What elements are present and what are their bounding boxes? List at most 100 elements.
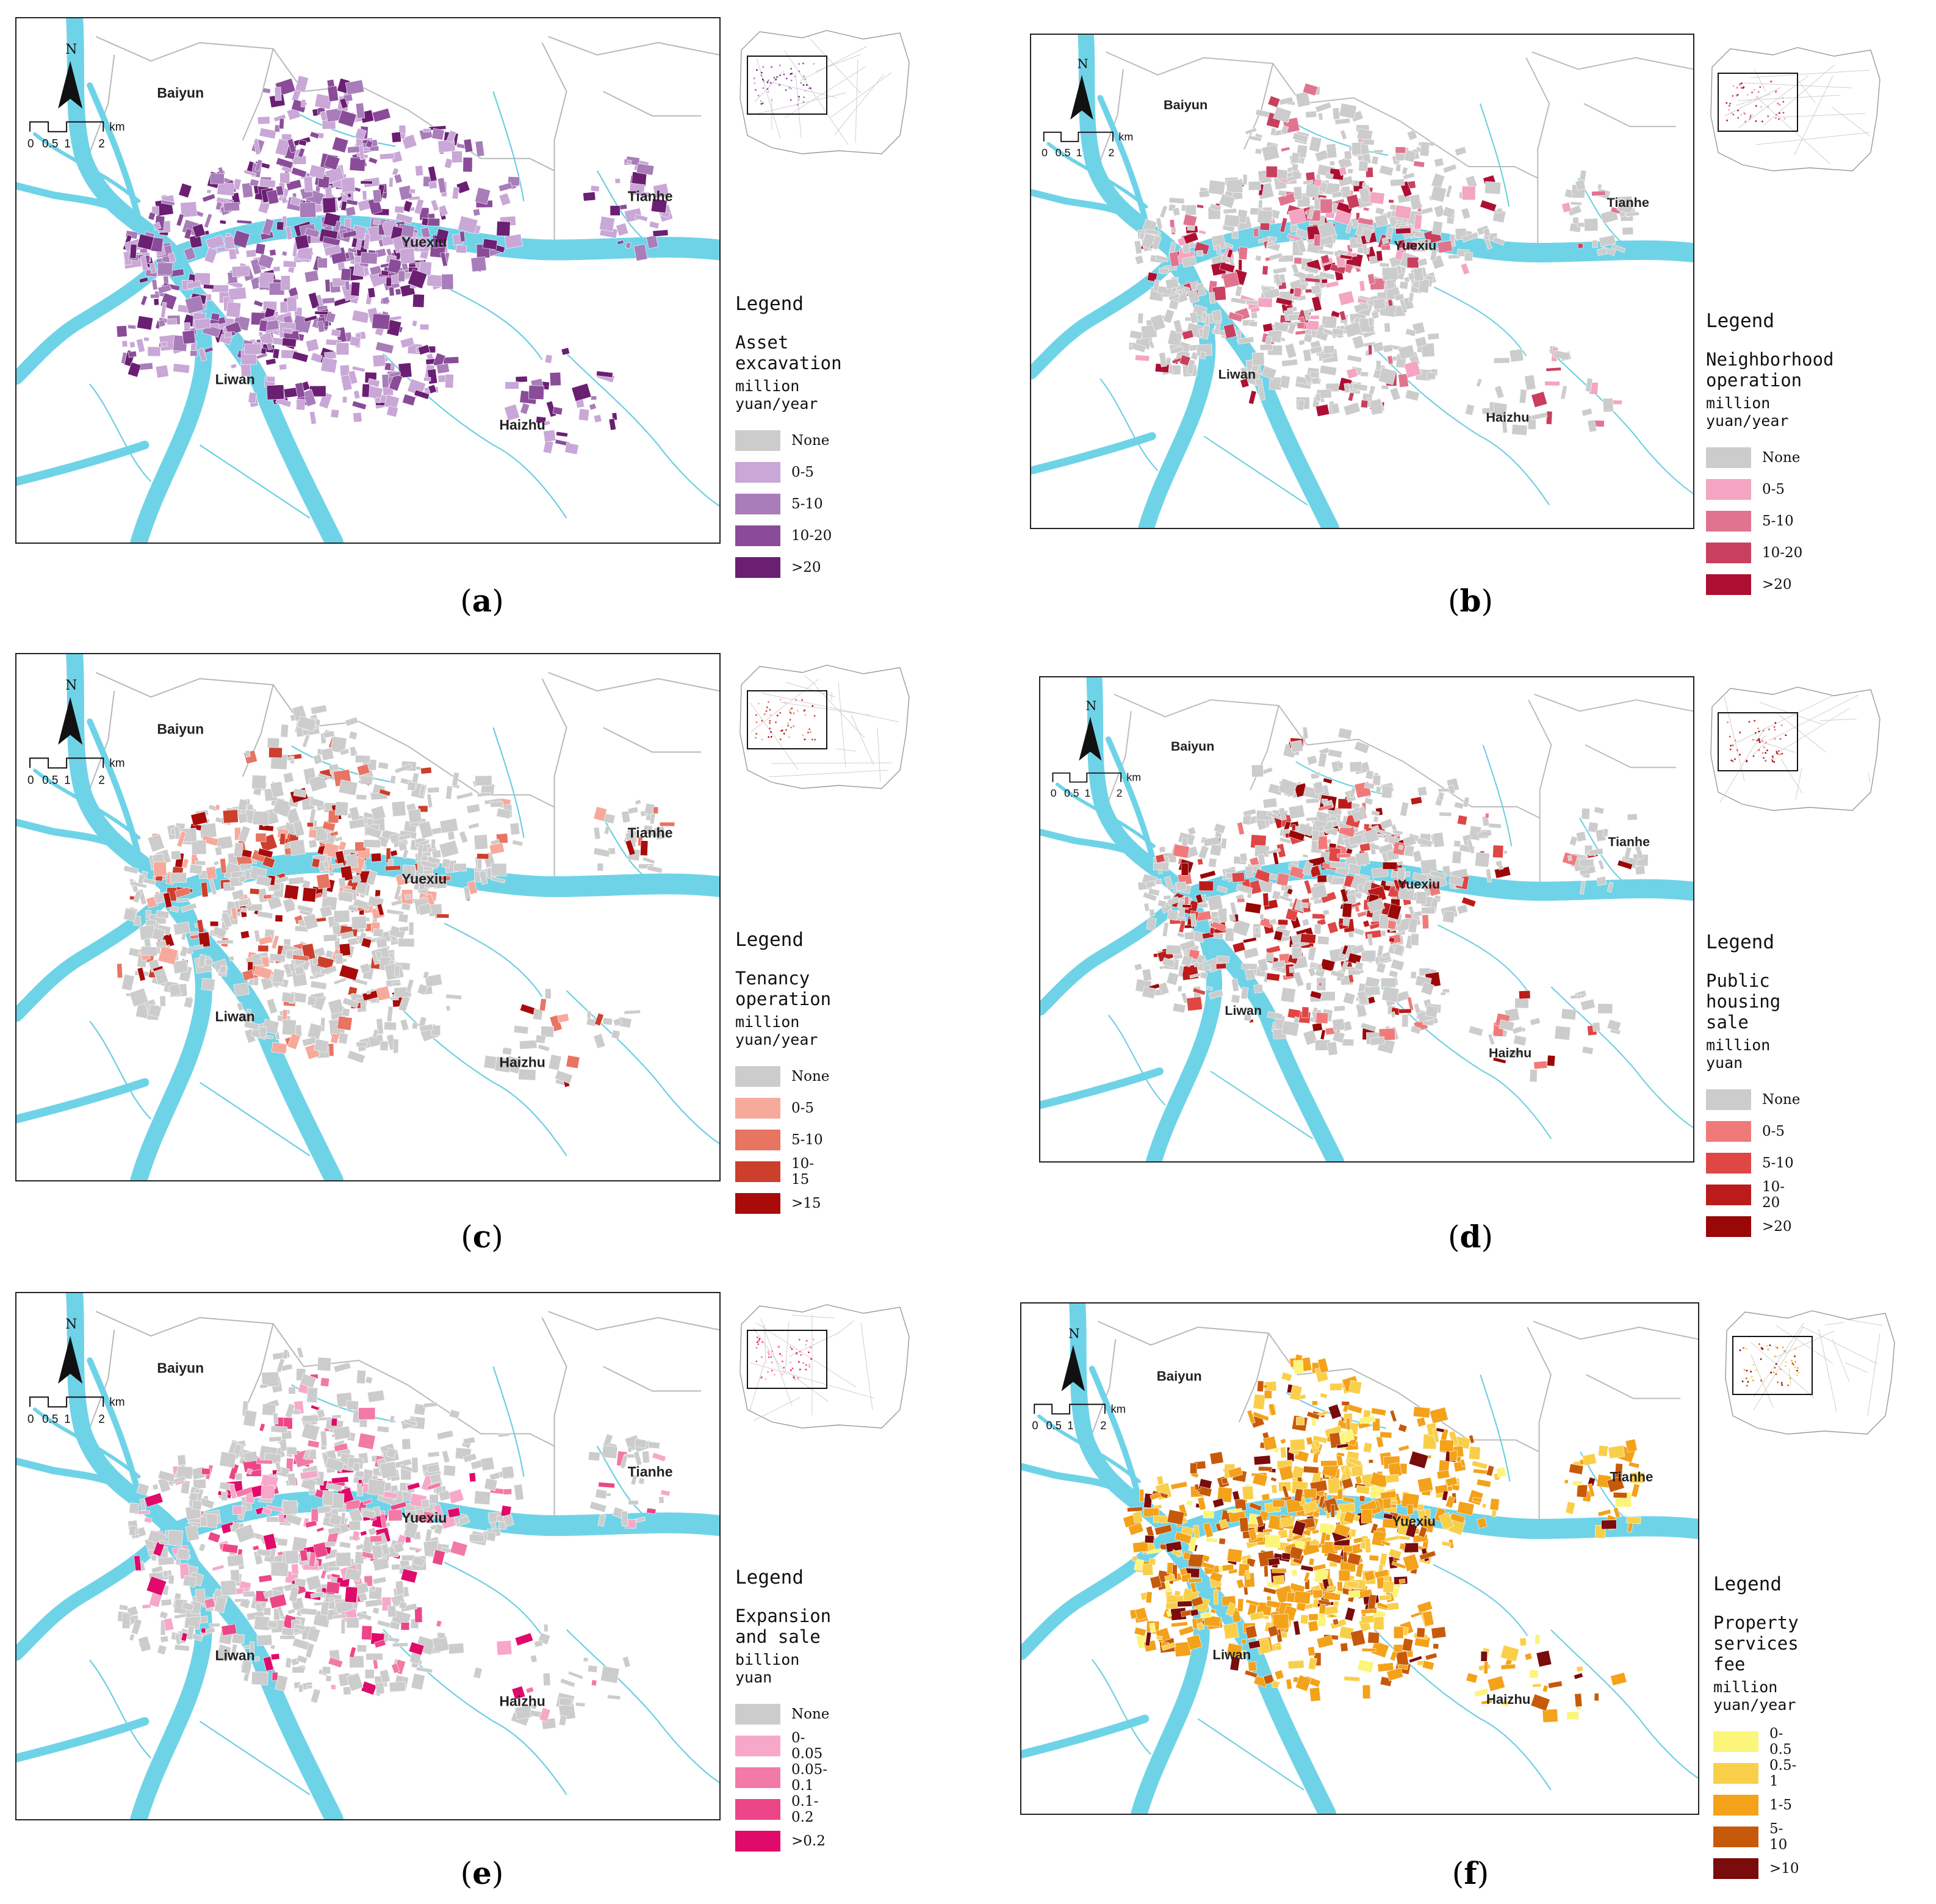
parcel <box>128 350 137 358</box>
north-arrow-icon <box>58 697 83 745</box>
parcel <box>1153 1515 1168 1523</box>
parcel <box>1627 813 1638 821</box>
parcel <box>221 912 232 928</box>
stream <box>1091 1659 1151 1755</box>
parcel <box>303 176 314 193</box>
parcel <box>1625 211 1639 217</box>
parcel <box>434 228 450 245</box>
parcel <box>1382 1518 1398 1529</box>
parcel <box>344 1586 358 1603</box>
parcel <box>1287 172 1294 178</box>
parcel <box>182 1575 197 1588</box>
parcel <box>1231 978 1239 992</box>
scale-tick: 1 <box>64 774 71 787</box>
parcel <box>380 1543 390 1556</box>
parcel <box>1546 411 1553 425</box>
parcel <box>393 1039 399 1054</box>
parcel <box>636 163 655 176</box>
parcel <box>452 186 459 200</box>
parcel <box>338 840 347 851</box>
parcel <box>148 212 156 221</box>
parcel <box>261 1484 275 1499</box>
pearl-river <box>1031 432 1156 475</box>
inset-parcel <box>813 715 816 717</box>
parcel <box>293 1623 306 1631</box>
parcel <box>1437 240 1453 254</box>
inset-parcel <box>762 66 765 68</box>
parcel <box>1294 1488 1303 1502</box>
parcel <box>274 87 282 101</box>
inset-parcel <box>770 731 772 733</box>
parcel <box>1248 1502 1262 1512</box>
legend-item: 0-5 <box>1706 1116 1800 1147</box>
parcel <box>195 860 206 866</box>
inset-parcel <box>1772 756 1774 759</box>
parcel <box>542 1673 551 1686</box>
parcel <box>1347 355 1362 363</box>
parcel <box>190 350 198 356</box>
parcel <box>1398 1424 1408 1433</box>
inset-parcel <box>771 736 772 738</box>
parcel <box>642 856 656 865</box>
parcel <box>1344 321 1362 338</box>
parcel <box>365 870 378 886</box>
parcel <box>1242 937 1257 943</box>
parcel <box>1257 209 1273 224</box>
parcel <box>1236 884 1253 895</box>
parcel <box>1584 218 1599 232</box>
parcel <box>129 243 137 259</box>
parcel <box>1351 944 1366 955</box>
parcel <box>354 755 370 763</box>
parcel <box>1308 204 1315 220</box>
parcel <box>1421 907 1436 914</box>
parcel <box>1225 928 1234 942</box>
parcel <box>331 1418 338 1427</box>
pearl-river <box>1021 1714 1150 1759</box>
parcel <box>431 128 445 140</box>
scale-tick: 0.5 <box>1056 146 1071 159</box>
parcel <box>1368 344 1373 355</box>
inset-parcel <box>1739 83 1741 85</box>
parcel <box>331 328 341 337</box>
parcel <box>1291 947 1303 959</box>
parcel <box>420 766 432 774</box>
parcel <box>1327 749 1343 759</box>
parcel <box>564 442 579 455</box>
parcel <box>1240 987 1249 1000</box>
parcel <box>1308 967 1317 977</box>
inset-boundary <box>768 770 889 777</box>
legend-swatch <box>1706 1121 1751 1142</box>
inset-boundary <box>761 693 899 723</box>
parcel <box>1305 183 1320 198</box>
parcel <box>270 1653 280 1661</box>
scale-tick: 0 <box>1042 146 1048 159</box>
parcel <box>363 266 370 276</box>
parcel <box>610 205 621 216</box>
parcel <box>398 270 405 282</box>
parcel <box>192 1499 203 1510</box>
parcel <box>445 1004 451 1012</box>
parcel <box>1367 273 1376 285</box>
parcel <box>1360 235 1367 245</box>
parcel <box>402 200 413 213</box>
parcel <box>1337 1488 1343 1499</box>
stream <box>1099 378 1159 471</box>
parcel <box>1226 179 1243 193</box>
inset-parcel <box>798 96 800 98</box>
inset-parcel <box>766 706 768 709</box>
district-boundary <box>541 42 567 250</box>
parcel <box>400 1622 410 1631</box>
district-boundary <box>603 90 701 117</box>
inset-parcel <box>785 89 787 91</box>
parcel <box>342 396 348 403</box>
parcel <box>1390 959 1405 971</box>
parcel <box>380 1461 398 1479</box>
legend-unit: billion yuan <box>735 1651 800 1686</box>
parcel <box>174 1644 190 1651</box>
inset-parcel <box>780 730 782 732</box>
legend-swatch <box>735 1831 780 1852</box>
parcel <box>1514 998 1529 1009</box>
inset-parcel <box>1732 95 1734 97</box>
parcel <box>1162 921 1169 937</box>
stream <box>199 1720 311 1795</box>
